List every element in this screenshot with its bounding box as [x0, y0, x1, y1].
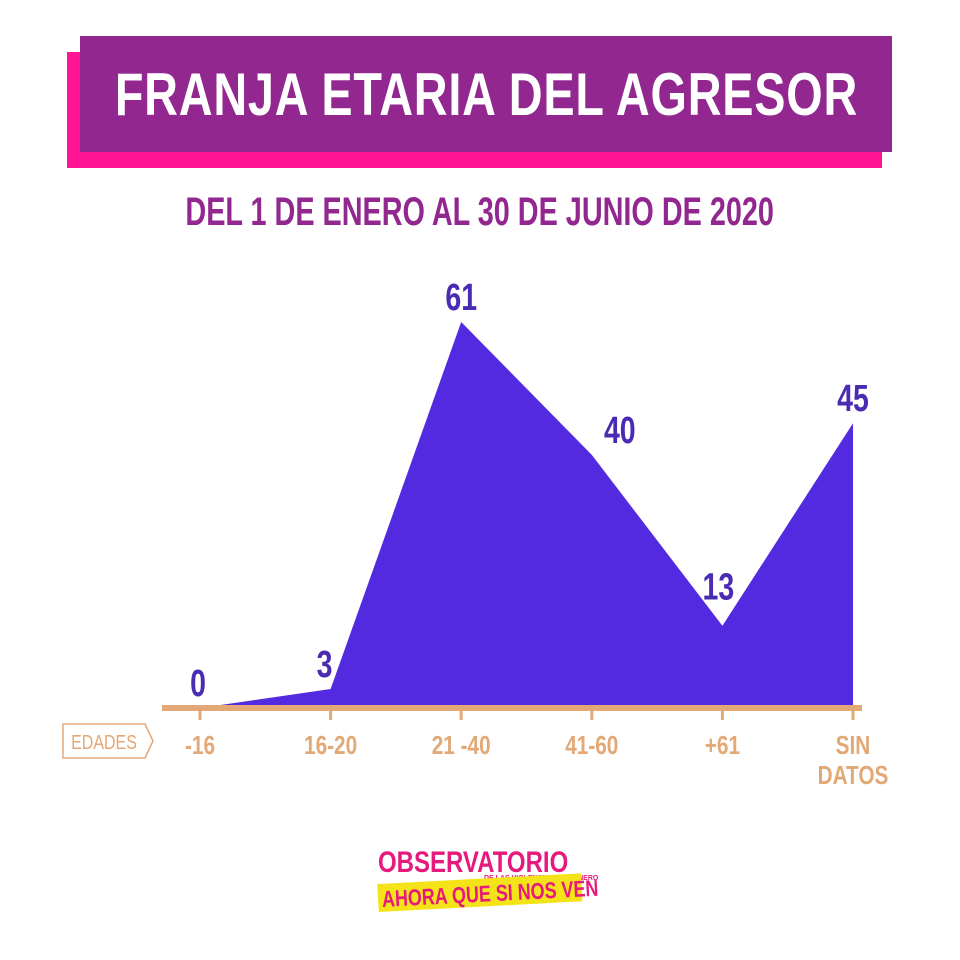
- x-tick-label: -16: [185, 731, 215, 760]
- x-axis-title: EDADES: [62, 723, 154, 759]
- data-label: 45: [837, 378, 869, 420]
- data-label: 13: [703, 567, 735, 609]
- data-label: 61: [445, 277, 477, 319]
- observatorio-logo: OBSERVATORIO DE LAS VIOLENCIAS DE GÉNERO…: [377, 846, 599, 926]
- data-label: 3: [317, 644, 333, 686]
- x-tick-label: 21 -40: [432, 731, 491, 760]
- data-label: 0: [190, 663, 206, 705]
- data-label: 40: [604, 410, 636, 452]
- chart-subtitle: DEL 1 DE ENERO AL 30 DE JUNIO DE 2020: [0, 190, 960, 235]
- title-box: FRANJA ETARIA DEL AGRESOR: [80, 36, 892, 152]
- logo-bottom-text: AHORA QUE SI NOS VEN: [381, 874, 600, 912]
- x-tick-label: 41-60: [565, 731, 618, 760]
- x-axis-title-arrow: [62, 723, 154, 759]
- chart-subtitle-text: DEL 1 DE ENERO AL 30 DE JUNIO DE 2020: [185, 190, 775, 234]
- data-labels: 0 3 61 40 13 45: [190, 277, 869, 705]
- x-axis-labels: -16 16-20 21 -40 41-60 +61 SIN DATOS: [185, 731, 888, 790]
- title-banner: FRANJA ETARIA DEL AGRESOR: [0, 0, 960, 180]
- logo-top-text: OBSERVATORIO: [378, 846, 569, 879]
- x-axis-title-text: EDADES: [71, 731, 137, 753]
- x-tick-label: SIN DATOS: [818, 731, 889, 790]
- chart-title: FRANJA ETARIA DEL AGRESOR: [114, 60, 858, 128]
- x-tick-label: +61: [705, 731, 740, 760]
- area-series: [200, 322, 853, 708]
- x-axis-ticks: [198, 708, 855, 720]
- x-tick-label: 16-20: [304, 731, 357, 760]
